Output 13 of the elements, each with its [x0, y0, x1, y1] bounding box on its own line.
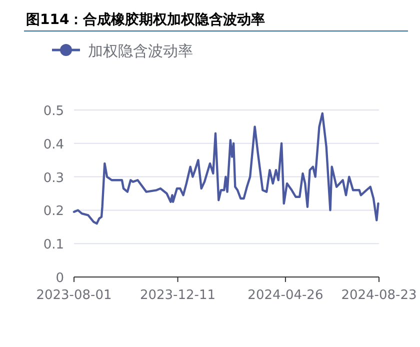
x-tick-label: 2023-12-11	[140, 288, 216, 303]
x-tick-label: 2023-08-01	[36, 288, 112, 303]
y-tick-label: 0.3	[43, 170, 64, 186]
y-tick-label: 0.2	[43, 204, 64, 220]
y-tick-label: 0.1	[43, 238, 64, 253]
line-series	[72, 112, 380, 225]
chart-title: 图114：合成橡胶期权加权隐含波动率	[26, 11, 266, 28]
x-tick-label: 2024-08-23	[341, 288, 417, 303]
y-tick-label: 0.5	[43, 104, 64, 119]
y-tick-label: 0.4	[43, 137, 64, 152]
y-tick-label: 0	[56, 271, 64, 286]
x-tick-label: 2024-04-26	[248, 288, 324, 303]
legend-label: 加权隐含波动率	[88, 42, 193, 60]
